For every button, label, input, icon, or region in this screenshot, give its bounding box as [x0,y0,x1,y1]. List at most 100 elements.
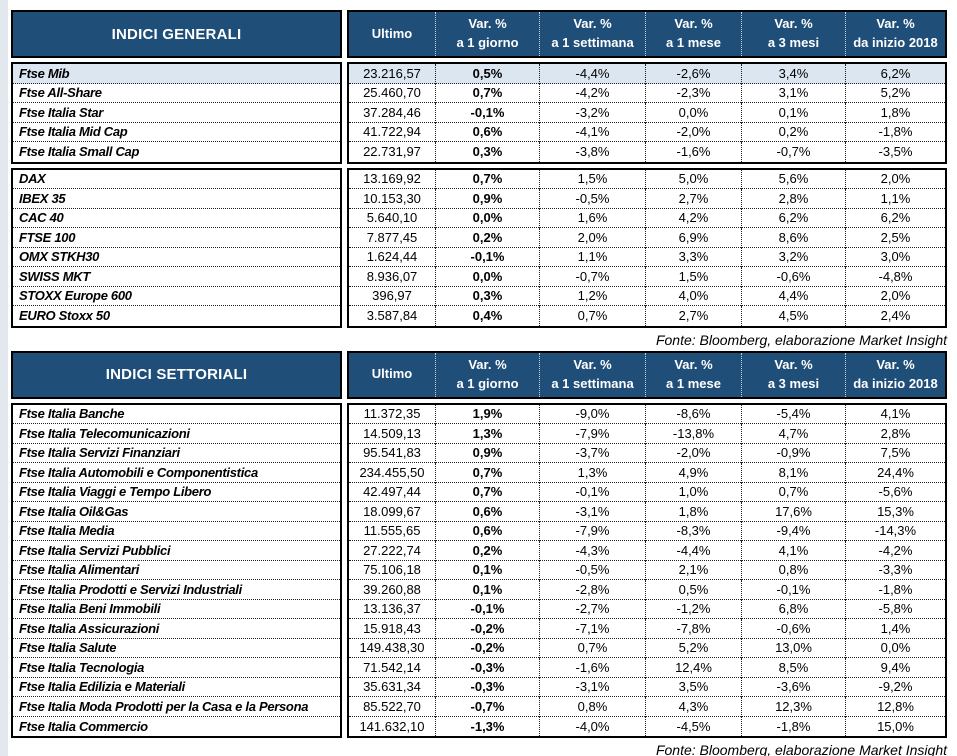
var-pct-cell: 6,8% [741,599,845,619]
var-pct-cell: 0,7% [539,638,645,658]
var-pct-cell: 5,2% [645,638,741,658]
row-group: DAX IBEX 35 CAC 40 FTSE 100 OMX STKH30 SWISS … [11,167,947,328]
report-page: INDICI GENERALI Ultimo Var. % a 1 giorno… [11,10,947,756]
column-header-label: Var. % [468,356,507,372]
var-pct-cell: 0,3% [435,286,539,306]
var-pct-cell: -1,6% [645,142,741,162]
var-pct-cell: 12,3% [741,697,845,717]
column-header-sublabel: da inizio 2018 [853,35,938,50]
column-header-label: Var. % [876,16,915,32]
var-pct-cell: 0,6% [435,521,539,541]
index-name-cell: Ftse Italia Servizi Finanziari [13,444,340,463]
var-pct-cell: 1,5% [645,267,741,287]
index-name-cell: STOXX Europe 600 [13,287,340,306]
var-pct-cell: 3,0% [845,247,945,267]
var-pct-cell: -0,1% [435,599,539,619]
ultimo-value-cell: 85.522,70 [349,697,435,717]
index-name-cell: Ftse Italia Automobili e Componentistica [13,463,340,483]
var-pct-cell: 0,0% [845,638,945,658]
column-header-sublabel: a 1 mese [666,375,721,391]
column-header-label: Var. % [573,16,612,32]
var-pct-cell: 3,3% [645,247,741,267]
var-pct-cell: 1,8% [645,502,741,522]
var-pct-cell: -1,8% [845,122,945,142]
var-pct-cell: 0,0% [645,103,741,123]
ultimo-value-cell: 41.722,94 [349,123,435,142]
var-pct-cell: 4,4% [741,286,845,306]
index-name-cell: Ftse Italia Servizi Pubblici [13,541,340,561]
var-pct-cell: 1,8% [845,103,945,123]
var-pct-cell: -8,6% [645,404,741,424]
ultimo-value-cell: 234.455,50 [349,463,435,483]
index-name-cell: IBEX 35 [13,189,340,209]
table-header-row: INDICI SETTORIALI Ultimo Var. % a 1 gior… [11,350,947,399]
var-pct-cell: 1,4% [845,619,945,639]
var-pct-cell: -0,5% [539,560,645,580]
index-name-cell: Ftse Italia Commercio [19,718,148,734]
index-name-cell: SWISS MKT [13,267,340,287]
index-name-cell: Ftse Italia Edilizia e Materiali [13,678,340,697]
var-pct-cell: -4,4% [539,64,645,84]
var-pct-cell: 0,2% [435,541,539,561]
var-pct-cell: 4,1% [741,541,845,561]
column-headers: Ultimo Var. % a 1 giorno Var. % a 1 sett… [347,10,947,58]
var-pct-cell: -0,1% [435,247,539,267]
column-header-var-3-mesi: Var. % a 3 mesi [741,12,845,56]
var-pct-cell: 0,5% [645,580,741,600]
ultimo-value-cell: 37.284,46 [349,103,435,123]
column-header-label: Var. % [674,16,713,32]
index-name-cell: Ftse Italia Banche [13,405,340,424]
var-pct-cell: 24,4% [845,463,945,483]
ultimo-value-cell: 13.169,92 [349,170,435,189]
var-pct-cell: 8,5% [741,658,845,678]
column-header-label: Var. % [774,356,813,372]
column-header-sublabel: a 1 giorno [456,35,519,50]
ultimo-value-cell: 75.106,18 [349,561,435,580]
ultimo-value-cell: 25.460,70 [349,84,435,103]
var-pct-cell: 4,0% [645,286,741,306]
index-name-cell: DAX [13,170,340,189]
var-pct-cell: -7,9% [539,521,645,541]
var-pct-cell: 0,7% [435,463,539,483]
column-header-var-inizio-2018: Var. % da inizio 2018 [845,352,945,397]
column-header-label: Var. % [876,356,915,372]
table-title: INDICI GENERALI [11,10,342,58]
var-pct-cell: -3,7% [539,443,645,463]
ultimo-value-cell: 42.497,44 [349,483,435,502]
var-pct-cell: -0,6% [741,267,845,287]
var-pct-cell: -0,2% [435,619,539,639]
var-pct-cell: -0,2% [435,638,539,658]
var-pct-cell: 0,3% [435,142,539,162]
column-header-label: Var. % [468,16,507,32]
column-header-ultimo: Ultimo [349,353,435,397]
var-pct-cell: 2,8% [845,424,945,444]
var-pct-cell: 0,1% [741,103,845,123]
row-group: Ftse Mib Ftse All-Share Ftse Italia Star Ft… [11,62,947,164]
index-names-column: Ftse Mib Ftse All-Share Ftse Italia Star Ft… [11,62,342,164]
var-pct-cell: 2,7% [645,189,741,209]
var-pct-cell: 2,7% [645,306,741,326]
var-pct-cell: 17,6% [741,502,845,522]
var-pct-cell: 5,0% [645,169,741,189]
var-pct-cell: 2,1% [645,560,741,580]
index-name-cell: Ftse Italia Media [13,522,340,541]
var-pct-cell: 6,9% [645,228,741,248]
column-header-sublabel: a 3 mesi [767,375,820,391]
var-pct-cell: -0,6% [741,619,845,639]
ultimo-value-cell: 39.260,88 [349,580,435,600]
row-groups: Ftse Italia Banche Ftse Italia Telecomuni… [11,402,947,738]
values-grid: 23.216,57 0,5% -4,4% -2,6% 3,4% 6,2% 25.460,70… [347,62,947,164]
index-name-cell: Ftse Italia Small Cap [19,144,140,160]
index-name-cell: Ftse Italia Star [13,103,340,123]
column-header-var-1-giorno: Var. % a 1 giorno [435,12,539,56]
column-header-var-1-mese: Var. % a 1 mese [645,12,741,56]
var-pct-cell: 2,0% [845,169,945,189]
var-pct-cell: -14,3% [845,521,945,541]
var-pct-cell: -3,5% [845,142,945,162]
var-pct-cell: 0,4% [435,306,539,326]
var-pct-cell: -2,8% [539,580,645,600]
column-header-label: Var. % [573,356,612,372]
var-pct-cell: 0,5% [435,64,539,84]
var-pct-cell: -7,8% [645,619,741,639]
index-name-cell: OMX STKH30 [13,248,340,267]
